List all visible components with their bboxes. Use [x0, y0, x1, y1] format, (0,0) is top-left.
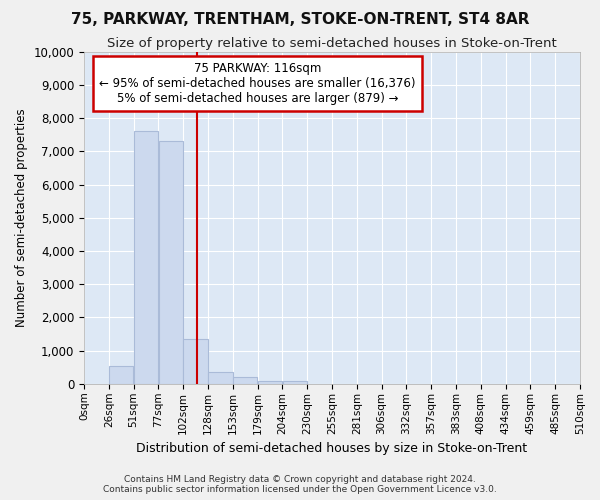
Bar: [184, 339, 208, 384]
Title: Size of property relative to semi-detached houses in Stoke-on-Trent: Size of property relative to semi-detach…: [107, 38, 557, 51]
Bar: [158, 142, 183, 384]
Bar: [208, 372, 233, 384]
Text: 75, PARKWAY, TRENTHAM, STOKE-ON-TRENT, ST4 8AR: 75, PARKWAY, TRENTHAM, STOKE-ON-TRENT, S…: [71, 12, 529, 28]
Bar: [233, 378, 257, 384]
Bar: [109, 366, 133, 384]
Bar: [283, 380, 307, 384]
Y-axis label: Number of semi-detached properties: Number of semi-detached properties: [15, 108, 28, 327]
Bar: [134, 132, 158, 384]
Bar: [258, 380, 282, 384]
Text: Contains HM Land Registry data © Crown copyright and database right 2024.
Contai: Contains HM Land Registry data © Crown c…: [103, 474, 497, 494]
X-axis label: Distribution of semi-detached houses by size in Stoke-on-Trent: Distribution of semi-detached houses by …: [136, 442, 527, 455]
Text: 75 PARKWAY: 116sqm
← 95% of semi-detached houses are smaller (16,376)
5% of semi: 75 PARKWAY: 116sqm ← 95% of semi-detache…: [100, 62, 416, 104]
